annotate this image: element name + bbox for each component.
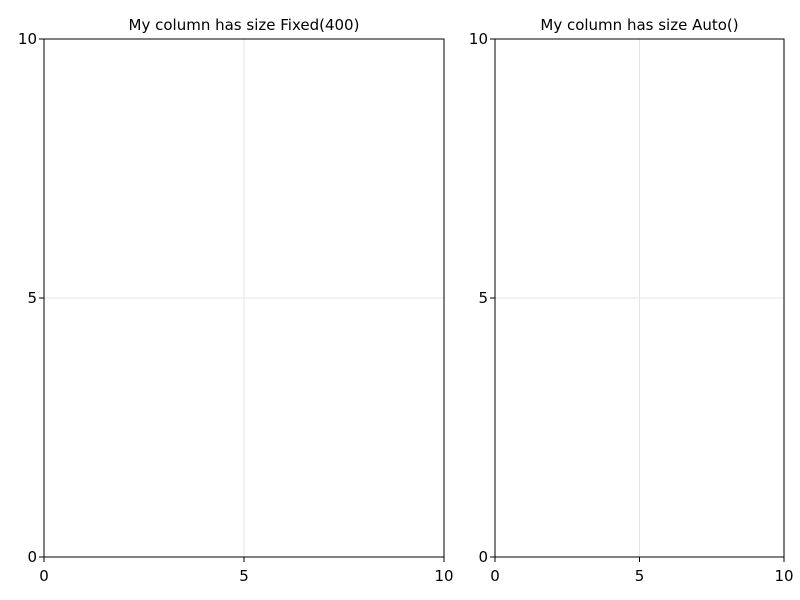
axes-left: 0 5 10 0 5 10 My column has size Fixed(400) [18, 16, 454, 585]
y-tick-label: 0 [27, 548, 37, 566]
y-tick-label: 10 [469, 30, 488, 48]
axes-title: My column has size Fixed(400) [129, 16, 360, 34]
x-tick-label: 5 [635, 567, 645, 585]
x-tick-label: 0 [39, 567, 49, 585]
x-tick-label: 10 [774, 567, 793, 585]
y-tick-label: 0 [478, 548, 488, 566]
x-tick-label: 10 [434, 567, 453, 585]
x-tick-label: 0 [490, 567, 500, 585]
y-tick-label: 10 [18, 30, 37, 48]
y-tick-label: 5 [478, 289, 488, 307]
axes-title: My column has size Auto() [540, 16, 738, 34]
axes-right: 0 5 10 0 5 10 My column has size Auto() [469, 16, 794, 585]
y-tick-label: 5 [27, 289, 37, 307]
x-tick-label: 5 [239, 567, 249, 585]
